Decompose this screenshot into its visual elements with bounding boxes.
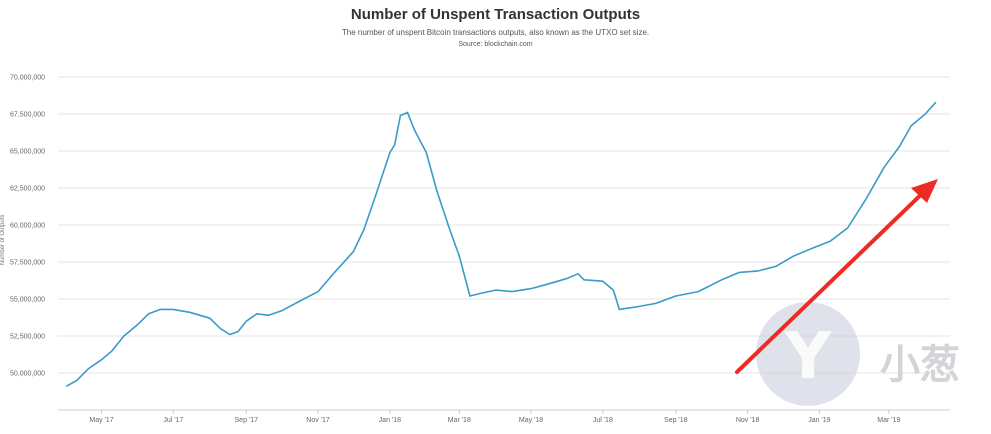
y-tick-label: 62,500,000 [10, 186, 45, 193]
chart-subtitle: The number of unspent Bitcoin transactio… [341, 28, 650, 37]
x-tick-label: Sep '17 [235, 417, 259, 424]
y-tick-label: 57,500,000 [10, 260, 45, 267]
chart-title: Number of Unspent Transaction Outputs [350, 6, 641, 23]
series-line [65, 101, 937, 387]
watermark: Y 小葱 [756, 302, 960, 406]
y-tick-label: 52,500,000 [10, 334, 45, 341]
x-tick-label: Mar '18 [448, 417, 471, 424]
watermark-text: 小葱 [880, 342, 960, 388]
y-tick-label: 60,000,000 [10, 223, 45, 230]
x-tick-label: Jan '19 [808, 417, 830, 424]
watermark-logo-letter: Y [784, 320, 832, 394]
chart-source: Source: blockchain.com [458, 41, 533, 48]
x-tick-label: May '17 [89, 417, 113, 424]
y-tick-label: 70,000,000 [10, 75, 45, 82]
x-tick-label: Jul '18 [593, 417, 613, 424]
x-tick-label: Mar '19 [877, 417, 900, 424]
y-axis-label: Number of Outputs [0, 215, 6, 266]
x-tick-label: Jul '17 [163, 417, 183, 424]
x-axis-ticks: May '17 Jul '17 Sep '17 Nov '17 Jan '18 Mar '… [89, 410, 900, 424]
y-tick-label: 55,000,000 [10, 297, 45, 304]
x-tick-label: Nov '17 [306, 417, 330, 424]
x-tick-label: Sep '18 [664, 417, 688, 424]
x-tick-label: Jan '18 [379, 417, 401, 424]
x-tick-label: Nov '18 [736, 417, 760, 424]
y-tick-label: 50,000,000 [10, 371, 45, 378]
y-tick-label: 65,000,000 [10, 149, 45, 156]
x-tick-label: May '18 [519, 417, 543, 424]
trend-arrow-icon [735, 179, 938, 374]
y-tick-label: 67,500,000 [10, 112, 45, 119]
y-axis-ticks: 50,000,000 52,500,000 55,000,000 57,500,000… [10, 75, 45, 378]
